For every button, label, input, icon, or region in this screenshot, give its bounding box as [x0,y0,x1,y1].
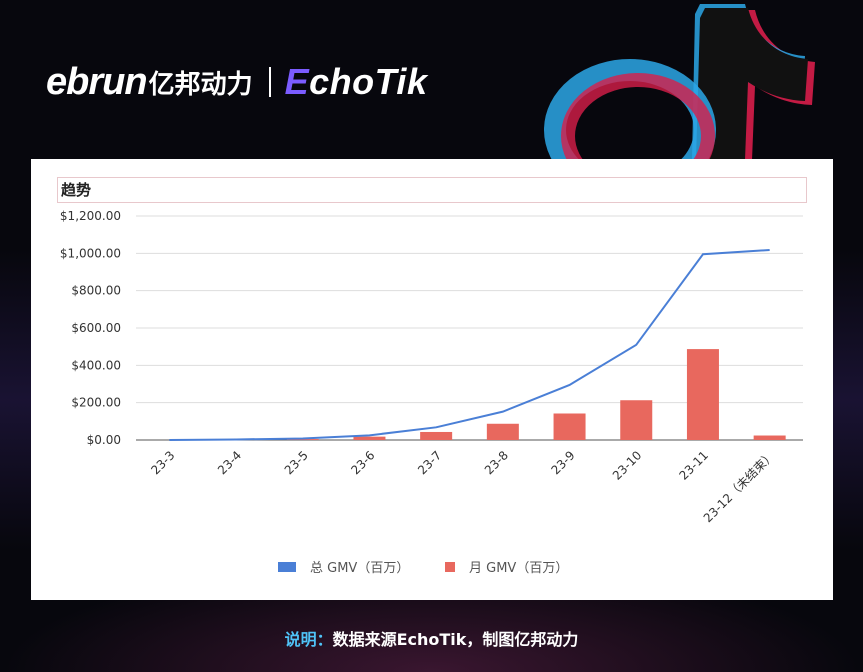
logo-divider [268,67,271,97]
legend-label: 月 GMV（百万） [469,561,568,576]
bar [353,436,386,440]
y-tick-label: $600.00 [71,321,121,335]
y-tick-label: $1,000.00 [60,246,121,260]
y-tick-label: $1,200.00 [60,209,121,223]
ebrun-logo: ebrun [46,60,148,103]
bar [686,349,719,440]
legend-swatch [278,562,296,572]
caption-text: 数据来源EchoTik，制图亿邦动力 [332,630,579,649]
x-tick-label: 23-3 [148,448,177,477]
chart-title-box [57,177,807,203]
chart-title: 趋势 [61,181,92,199]
chart-panel: 趋势 $0.00 $200.00 $400.00 $600.00 $800.00 $1,0… [31,159,833,600]
x-tick-label: 23-8 [482,448,511,477]
series-line [169,248,770,441]
caption-label: 说明： [284,630,333,649]
y-tick-label: $200.00 [71,396,121,410]
x-tick-label: 23-9 [549,448,578,477]
caption: 说明：数据来源EchoTik，制图亿邦动力 [0,626,863,650]
ebrun-cn-logo: 亿邦动力 [148,69,253,100]
echotik-logo-rest: choTik [309,61,428,102]
chart-svg: $0.00 $200.00 $400.00 $600.00 $800.00 $1,000.… [60,209,803,576]
bar [753,435,786,440]
x-tick-label: 23-12（未结束） [701,448,778,525]
bar [420,431,453,440]
y-tick-label: $400.00 [71,358,121,372]
header-logos: ebrun 亿邦动力 EchoTik [46,60,428,103]
bar [286,439,319,440]
bar [553,413,586,440]
y-tick-label: $800.00 [71,284,121,298]
legend-label: 总 GMV（百万） [310,561,409,576]
legend-swatch [445,562,455,572]
x-tick-label: 23-11 [677,448,712,483]
echotik-logo-e: E [284,61,310,102]
x-tick-label: 23-6 [348,448,377,477]
x-tick-label: 23-7 [415,448,444,477]
bar [620,400,653,440]
tiktok-logo-art [544,4,815,160]
y-tick-label: $0.00 [87,433,121,447]
x-tick-label: 23-4 [215,448,244,477]
x-tick-label: 23-10 [610,448,645,483]
echotik-logo: EchoTik [285,61,428,103]
x-tick-label: 23-5 [282,448,311,477]
bar [486,423,519,440]
